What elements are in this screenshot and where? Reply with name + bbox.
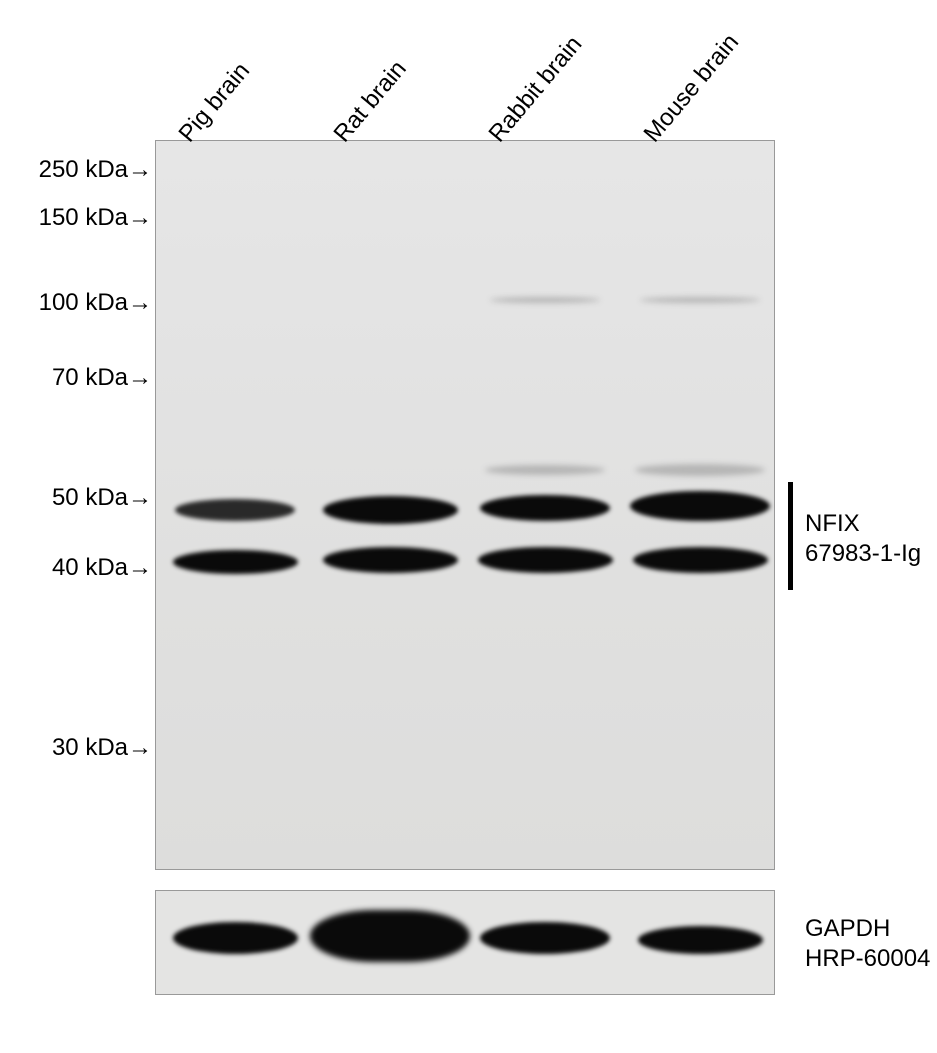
nfix-label-line1: NFIX <box>805 510 860 538</box>
mw-marker-30: 30 kDa→ <box>12 734 152 762</box>
lane-label-1: Rat brain <box>329 55 413 148</box>
gapdh-label-line1: GAPDH <box>805 915 890 943</box>
blot-band <box>633 547 768 573</box>
mw-marker-100: 100 kDa→ <box>12 289 152 317</box>
blot-band <box>490 297 600 303</box>
mw-marker-150: 150 kDa→ <box>12 204 152 232</box>
lane-label-3: Mouse brain <box>639 29 745 148</box>
blot-band <box>480 922 610 954</box>
blot-band <box>638 926 763 954</box>
mw-marker-70: 70 kDa→ <box>12 364 152 392</box>
blot-band <box>173 922 298 954</box>
blot-band <box>310 910 470 962</box>
blot-band <box>175 499 295 521</box>
blot-band <box>480 495 610 521</box>
blot-band <box>478 547 613 573</box>
nfix-bracket <box>788 482 793 590</box>
blot-band <box>635 464 765 476</box>
lane-label-2: Rabbit brain <box>484 31 589 148</box>
blot-band <box>640 297 760 303</box>
figure-container: WWW.PTGLAB.COM Pig brain Rat brain Rabbi… <box>0 0 937 1053</box>
mw-marker-40: 40 kDa→ <box>12 554 152 582</box>
lane-label-0: Pig brain <box>174 57 256 148</box>
nfix-label-line2: 67983-1-Ig <box>805 540 921 568</box>
blot-band <box>630 491 770 521</box>
blot-band <box>323 547 458 573</box>
mw-marker-50: 50 kDa→ <box>12 484 152 512</box>
mw-marker-250: 250 kDa→ <box>12 156 152 184</box>
blot-band <box>173 550 298 574</box>
blot-band <box>485 465 605 475</box>
blot-band <box>323 496 458 524</box>
gapdh-label-line2: HRP-60004 <box>805 945 930 973</box>
